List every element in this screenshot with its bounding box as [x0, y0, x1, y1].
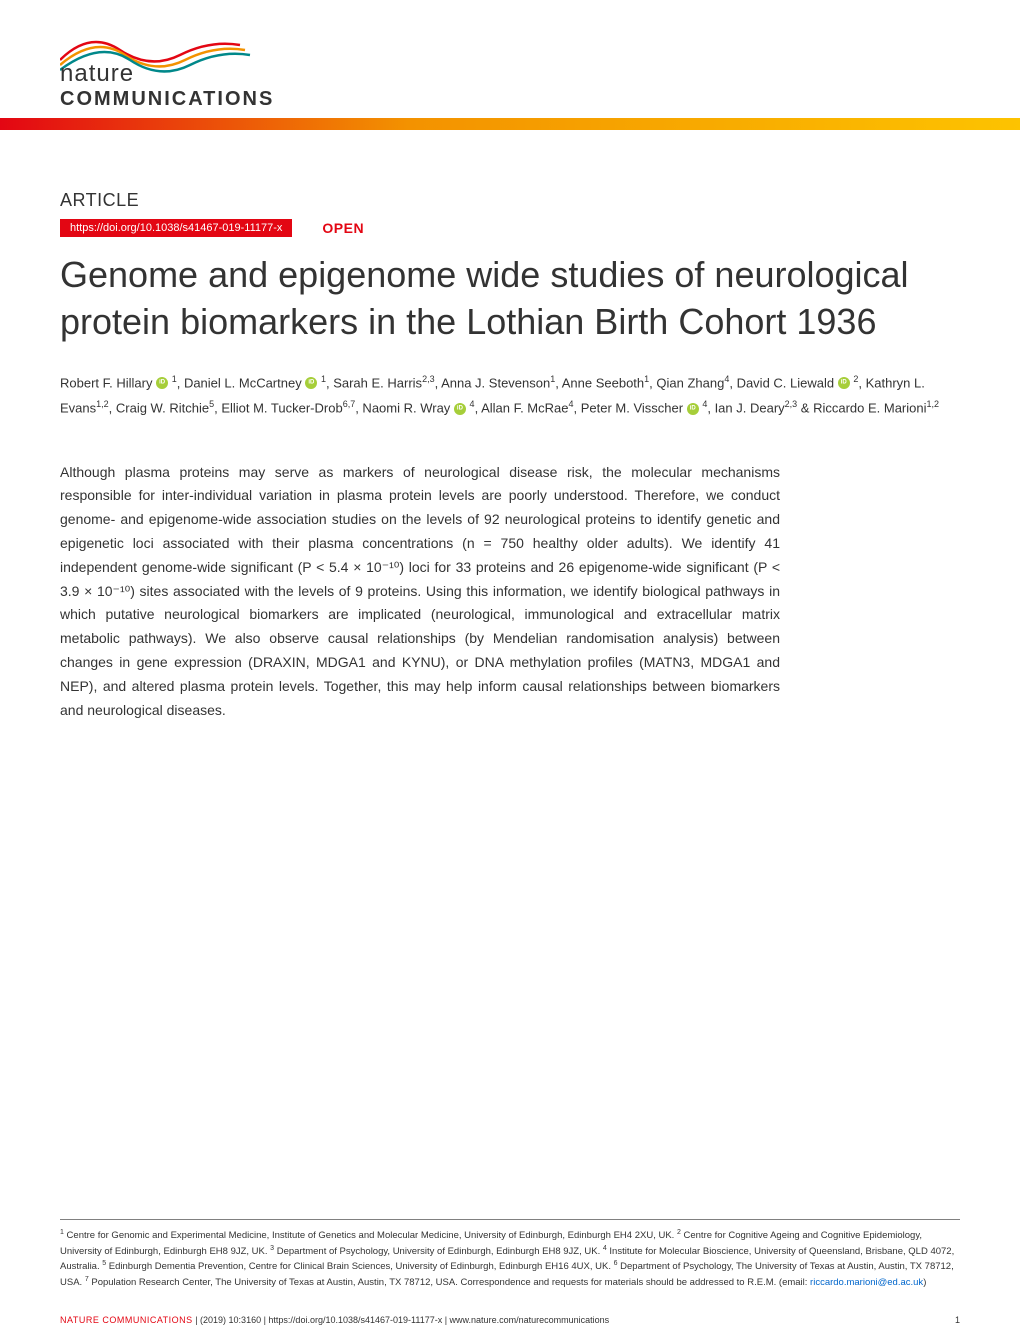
page-footer: NATURE COMMUNICATIONS | (2019) 10:3160 |…: [60, 1315, 960, 1325]
footer-journal-name: NATURE COMMUNICATIONS: [60, 1315, 193, 1325]
page-number: 1: [955, 1315, 960, 1325]
doi-open-row: https://doi.org/10.1038/s41467-019-11177…: [60, 219, 960, 237]
article-type-label: ARTICLE: [60, 190, 960, 211]
journal-logo: nature COMMUNICATIONS: [60, 60, 274, 111]
abstract-text: Although plasma proteins may serve as ma…: [60, 461, 780, 723]
open-access-label: OPEN: [322, 220, 364, 236]
article-title: Genome and epigenome wide studies of neu…: [60, 252, 960, 346]
authors-list: Robert F. Hillary 1, Daniel L. McCartney…: [60, 371, 960, 421]
gradient-divider: [0, 118, 1020, 130]
footer-citation: (2019) 10:3160 | https://doi.org/10.1038…: [200, 1315, 609, 1325]
journal-banner: nature COMMUNICATIONS: [0, 0, 1020, 130]
affiliations-block: 1 Centre for Genomic and Experimental Me…: [60, 1219, 960, 1290]
journal-name-line2: COMMUNICATIONS: [60, 88, 274, 111]
doi-badge[interactable]: https://doi.org/10.1038/s41467-019-11177…: [60, 219, 292, 237]
journal-name-line1: nature: [60, 60, 274, 88]
article-content: ARTICLE https://doi.org/10.1038/s41467-0…: [0, 130, 1020, 722]
